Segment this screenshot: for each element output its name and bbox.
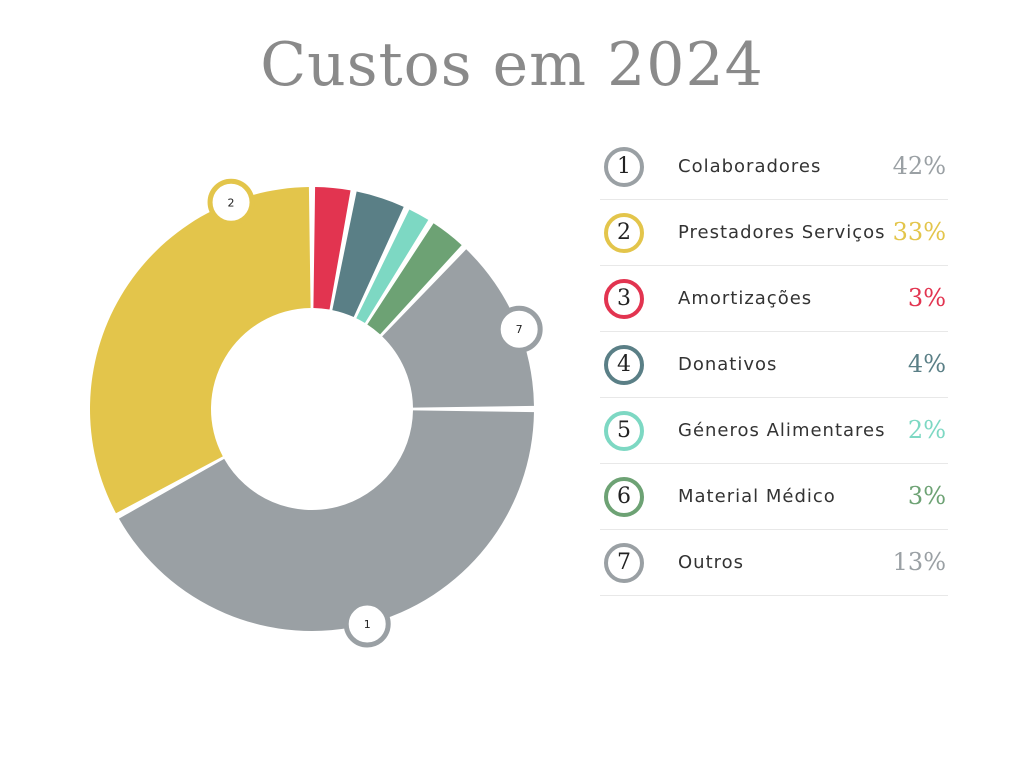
legend-badge-number: 5 xyxy=(617,418,631,443)
legend-label: Outros xyxy=(678,552,745,573)
legend-badge-number: 7 xyxy=(617,550,631,575)
legend-item-3: 3 Amortizações 3% xyxy=(600,266,948,332)
legend-percent: 33% xyxy=(892,218,946,246)
legend-item-1: 1 Colaboradores 42% xyxy=(600,134,948,200)
legend-badge-number: 6 xyxy=(617,484,631,509)
legend-badge-number: 4 xyxy=(617,352,631,377)
donut-slice-3 xyxy=(313,187,351,310)
legend-percent: 13% xyxy=(892,548,946,576)
legend-percent: 3% xyxy=(907,482,946,510)
legend-badge-number: 3 xyxy=(617,286,631,311)
legend-label: Géneros Alimentares xyxy=(678,420,886,441)
legend-percent: 3% xyxy=(907,284,946,312)
legend-item-2: 2 Prestadores Serviços 33% xyxy=(600,200,948,266)
legend-item-7: 7 Outros 13% xyxy=(600,530,948,596)
legend-badge: 1 xyxy=(604,147,644,187)
slice-badge-circle xyxy=(343,600,391,648)
slice-badge-2: 2 xyxy=(207,178,255,226)
legend-badge: 5 xyxy=(604,411,644,451)
slice-badge-circle xyxy=(495,305,543,353)
legend: 1 Colaboradores 42% 2 Prestadores Serviços 33… xyxy=(600,134,948,596)
legend-badge-number: 1 xyxy=(617,154,631,179)
legend-label: Amortizações xyxy=(678,288,813,309)
donut-slice-7 xyxy=(382,249,534,408)
legend-badge: 7 xyxy=(604,543,644,583)
legend-badge: 6 xyxy=(604,477,644,517)
slice-badge-number: 2 xyxy=(228,196,235,209)
slice-badge-1: 1 xyxy=(343,600,391,648)
donut-slice-6 xyxy=(367,223,462,335)
legend-label: Donativos xyxy=(678,354,778,375)
legend-percent: 42% xyxy=(892,152,946,180)
legend-percent: 4% xyxy=(907,350,946,378)
legend-percent: 2% xyxy=(907,416,946,444)
slice-badge-number: 1 xyxy=(364,618,371,631)
legend-item-6: 6 Material Médico 3% xyxy=(600,464,948,530)
donut-slice-2 xyxy=(89,187,311,514)
legend-badge: 2 xyxy=(604,213,644,253)
donut-slice-1 xyxy=(118,410,534,631)
legend-badge: 3 xyxy=(604,279,644,319)
slice-badge-number: 7 xyxy=(516,323,523,336)
legend-label: Colaboradores xyxy=(678,156,822,177)
slice-badge-circle xyxy=(207,178,255,226)
legend-label: Material Médico xyxy=(678,486,836,507)
chart-title: Custos em 2024 xyxy=(260,30,764,100)
legend-badge-number: 2 xyxy=(617,220,631,245)
legend-item-4: 4 Donativos 4% xyxy=(600,332,948,398)
legend-badge: 4 xyxy=(604,345,644,385)
slice-badge-7: 7 xyxy=(495,305,543,353)
donut-slice-4 xyxy=(332,191,404,318)
legend-item-5: 5 Géneros Alimentares 2% xyxy=(600,398,948,464)
legend-label: Prestadores Serviços xyxy=(678,222,886,243)
donut-slice-5 xyxy=(356,209,429,323)
